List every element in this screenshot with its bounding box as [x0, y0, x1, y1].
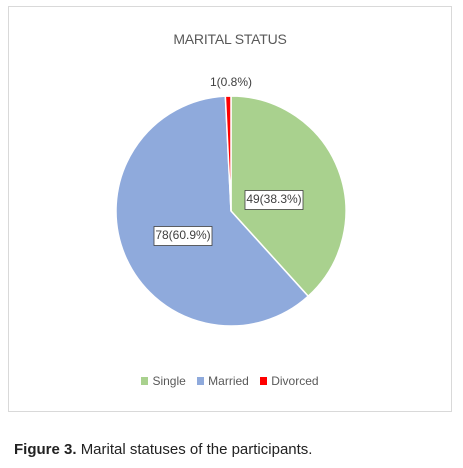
chart-title: MARITAL STATUS — [173, 31, 287, 47]
caption-text: Marital statuses of the participants. — [80, 441, 313, 458]
legend-item-married: Married — [197, 374, 249, 388]
pie-slice-divorced — [224, 95, 232, 212]
figure-caption: Figure 3. Marital statuses of the partic… — [14, 441, 312, 458]
data-label-box-single — [244, 190, 304, 210]
legend-swatch-single — [141, 377, 149, 385]
legend-swatch-married — [197, 377, 205, 385]
legend-label-married: Married — [208, 374, 249, 388]
pie-chart: 49(38.3%) 78(60.9%) 1(0.8%) — [115, 75, 347, 327]
data-label-box-married — [153, 226, 213, 246]
caption-label: Figure 3. — [14, 441, 77, 458]
pie-slice-married — [115, 95, 310, 327]
data-label-text-single: 49(38.3%) — [246, 192, 301, 206]
data-label-married: 78(60.9%) — [153, 226, 213, 246]
data-label-single: 49(38.3%) — [244, 190, 304, 210]
chart-legend: Single Married Divorced — [9, 374, 451, 388]
data-label-text-married: 78(60.9%) — [155, 228, 210, 242]
legend-item-divorced: Divorced — [260, 374, 319, 388]
legend-label-single: Single — [152, 374, 186, 388]
data-label-text-divorced: 1(0.8%) — [210, 75, 252, 89]
legend-swatch-divorced — [260, 377, 268, 385]
chart-frame: MARITAL STATUS 49(38.3%) 78(60.9%) 1(0.8%)… — [8, 6, 452, 412]
legend-item-single: Single — [141, 374, 186, 388]
legend-label-divorced: Divorced — [271, 374, 319, 388]
data-label-divorced: 1(0.8%) — [210, 75, 252, 89]
